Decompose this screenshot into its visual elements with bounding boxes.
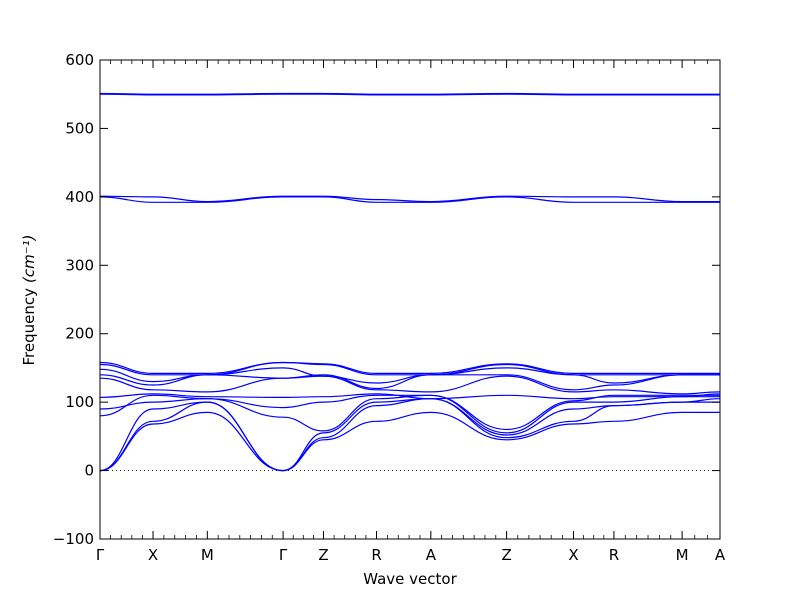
y-tick-label: 600	[65, 51, 94, 69]
x-tick-label: X	[148, 546, 158, 564]
x-tick-label: Γ	[96, 546, 105, 564]
y-ticks: −100 0 100 200 300 400 500 600	[53, 51, 720, 548]
x-tick-label: M	[201, 546, 214, 564]
y-axis-title: Frequency (cm⁻¹)	[20, 235, 38, 366]
band-line-13	[99, 195, 720, 203]
x-tick-label: Γ	[279, 546, 288, 564]
band-line-1	[99, 411, 720, 472]
y-tick-label: 100	[65, 393, 94, 411]
band-line-2	[99, 398, 720, 472]
y-tick-label: 300	[65, 256, 94, 274]
x-tick-label: X	[568, 546, 578, 564]
band-line-10	[99, 361, 720, 376]
x-tick-label: R	[609, 546, 619, 564]
band-line-14	[99, 93, 720, 96]
x-tick-label: A	[426, 546, 437, 564]
x-tick-label: Z	[501, 546, 511, 564]
band-line-9	[99, 367, 720, 384]
y-tick-label: −100	[53, 530, 94, 548]
band-line-15	[99, 92, 720, 95]
y-tick-label: 400	[65, 188, 94, 206]
band-lines	[99, 92, 721, 472]
x-tick-label: R	[371, 546, 381, 564]
band-line-11	[99, 361, 720, 375]
y-tick-label: 500	[65, 119, 94, 137]
x-tick-label: M	[676, 546, 689, 564]
x-tick-label: Z	[318, 546, 328, 564]
band-line-7	[99, 375, 721, 395]
x-tick-label: A	[715, 546, 726, 564]
y-axis-title-text: Frequency	[20, 288, 38, 366]
band-line-5	[99, 394, 720, 431]
y-tick-label: 200	[65, 325, 94, 343]
plot-frame	[99, 59, 721, 540]
y-tick-label: 0	[84, 462, 94, 480]
y-axis-title-unit: (cm⁻¹)	[20, 235, 38, 284]
x-axis-title: Wave vector	[363, 570, 457, 588]
band-line-12	[99, 196, 720, 203]
band-line-6	[99, 393, 721, 400]
band-line-3	[99, 398, 721, 472]
